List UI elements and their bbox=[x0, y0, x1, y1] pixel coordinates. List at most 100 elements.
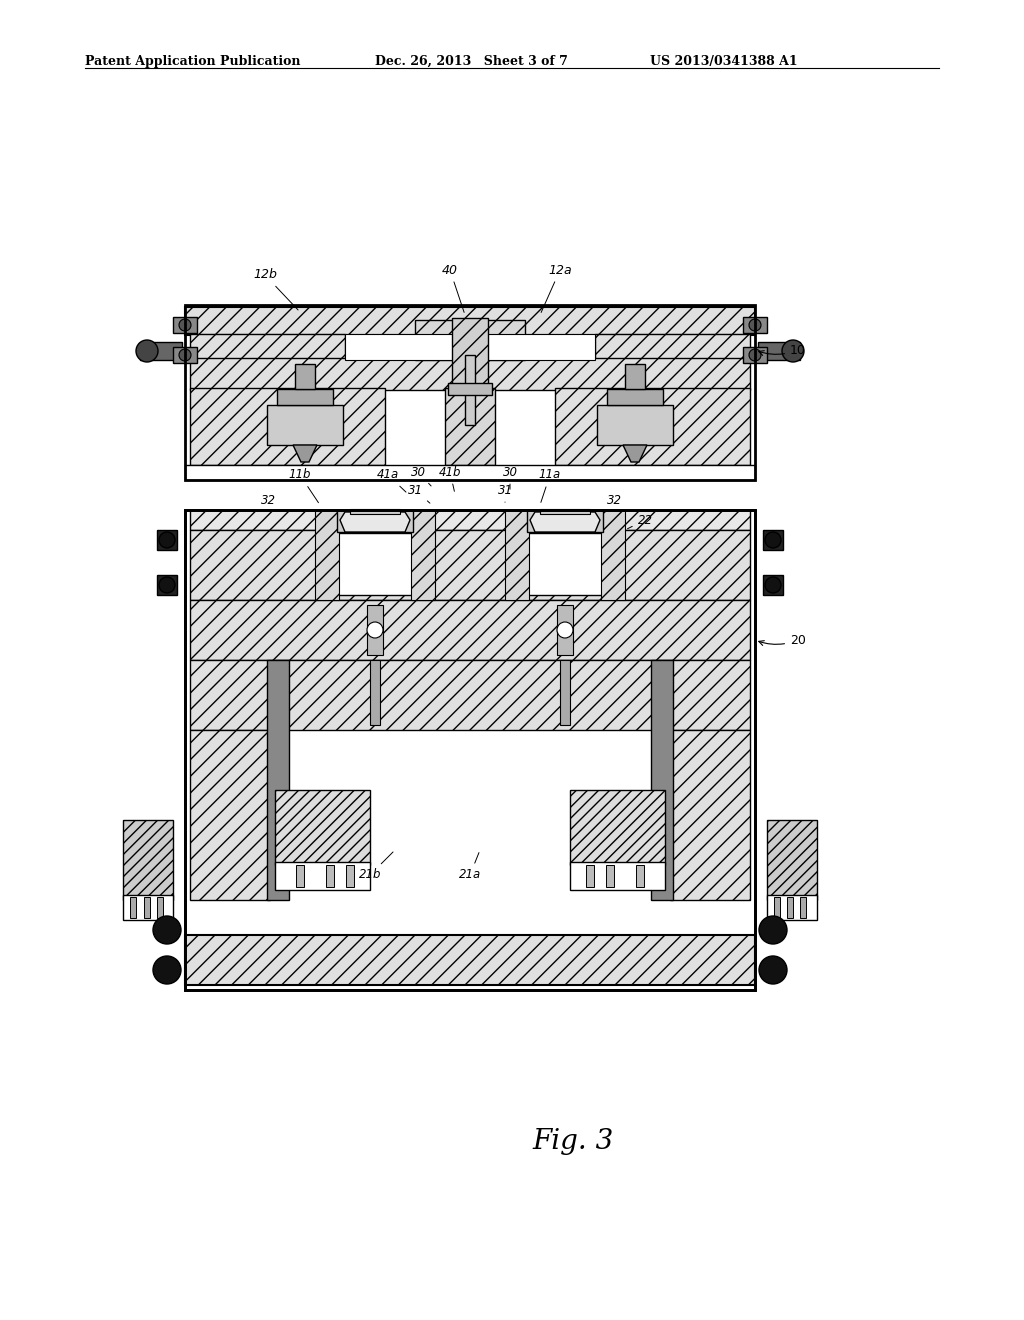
Bar bbox=[190, 388, 385, 465]
Bar bbox=[190, 510, 750, 531]
Text: 11a: 11a bbox=[539, 469, 561, 503]
Bar bbox=[326, 865, 334, 887]
Bar bbox=[345, 334, 595, 360]
Bar bbox=[595, 334, 750, 360]
Bar bbox=[774, 898, 780, 917]
Bar bbox=[367, 605, 383, 655]
Polygon shape bbox=[340, 512, 410, 532]
Text: 20: 20 bbox=[759, 634, 806, 647]
Text: 11b: 11b bbox=[289, 469, 318, 503]
Bar bbox=[323, 533, 427, 595]
Bar bbox=[157, 576, 177, 595]
Bar bbox=[267, 660, 289, 900]
Bar bbox=[370, 660, 380, 725]
Text: Fig. 3: Fig. 3 bbox=[532, 1129, 614, 1155]
Circle shape bbox=[179, 319, 191, 331]
Text: Patent Application Publication: Patent Application Publication bbox=[85, 55, 300, 69]
Bar bbox=[606, 865, 614, 887]
Text: 21a: 21a bbox=[459, 853, 481, 882]
Bar bbox=[350, 510, 400, 513]
Bar bbox=[185, 510, 755, 990]
Polygon shape bbox=[623, 445, 647, 462]
Text: 30: 30 bbox=[503, 466, 517, 490]
Text: 30: 30 bbox=[411, 466, 431, 486]
Circle shape bbox=[765, 532, 781, 548]
Bar bbox=[275, 789, 370, 865]
Bar bbox=[743, 347, 767, 363]
Bar bbox=[346, 865, 354, 887]
Bar bbox=[190, 334, 345, 360]
Bar bbox=[296, 865, 304, 887]
Text: 21b: 21b bbox=[358, 851, 393, 882]
Bar bbox=[586, 865, 594, 887]
Text: 22: 22 bbox=[628, 513, 652, 529]
Bar bbox=[560, 660, 570, 725]
Bar bbox=[763, 576, 783, 595]
Bar bbox=[123, 895, 173, 920]
Text: 32: 32 bbox=[605, 494, 622, 512]
Bar bbox=[636, 865, 644, 887]
Bar bbox=[315, 510, 339, 601]
Circle shape bbox=[153, 916, 181, 944]
Bar bbox=[465, 355, 475, 425]
Circle shape bbox=[179, 348, 191, 360]
Bar bbox=[449, 383, 492, 395]
Bar bbox=[452, 318, 488, 389]
Bar bbox=[601, 510, 625, 601]
Bar bbox=[337, 510, 413, 532]
Bar bbox=[140, 342, 182, 360]
Text: 31: 31 bbox=[498, 483, 512, 502]
Bar bbox=[185, 465, 755, 480]
Bar bbox=[570, 862, 665, 890]
Text: 40: 40 bbox=[442, 264, 464, 313]
Polygon shape bbox=[293, 445, 317, 462]
Bar bbox=[190, 730, 270, 900]
Bar bbox=[173, 317, 197, 333]
Circle shape bbox=[782, 341, 804, 362]
Circle shape bbox=[159, 532, 175, 548]
Bar bbox=[787, 898, 793, 917]
Bar bbox=[411, 510, 435, 601]
Text: 32: 32 bbox=[260, 494, 281, 511]
Text: 31: 31 bbox=[408, 483, 430, 503]
Bar bbox=[185, 510, 755, 990]
Bar bbox=[190, 660, 750, 730]
Bar bbox=[555, 388, 750, 465]
Text: 41a: 41a bbox=[377, 469, 406, 492]
Bar bbox=[513, 533, 617, 595]
Bar bbox=[597, 405, 673, 445]
Text: US 2013/0341388 A1: US 2013/0341388 A1 bbox=[650, 55, 798, 69]
Text: 10: 10 bbox=[759, 343, 806, 356]
Text: 12b: 12b bbox=[253, 268, 298, 310]
Bar bbox=[144, 898, 150, 917]
Bar bbox=[415, 319, 525, 360]
Bar bbox=[540, 510, 590, 513]
Bar bbox=[763, 531, 783, 550]
Bar bbox=[157, 898, 163, 917]
Bar bbox=[800, 898, 806, 917]
Polygon shape bbox=[530, 512, 600, 532]
Bar bbox=[173, 347, 197, 363]
Bar bbox=[295, 364, 315, 389]
Text: Dec. 26, 2013 Sheet 3 of 7: Dec. 26, 2013 Sheet 3 of 7 bbox=[375, 55, 568, 69]
Bar bbox=[278, 389, 333, 405]
Text: 12a: 12a bbox=[541, 264, 571, 313]
Bar bbox=[190, 601, 750, 660]
Bar bbox=[185, 935, 755, 985]
Bar bbox=[625, 364, 645, 389]
Circle shape bbox=[759, 956, 787, 983]
Circle shape bbox=[759, 916, 787, 944]
Bar bbox=[505, 510, 529, 601]
Bar bbox=[758, 342, 800, 360]
Bar bbox=[190, 531, 750, 601]
Bar bbox=[267, 405, 343, 445]
Bar bbox=[130, 898, 136, 917]
Circle shape bbox=[765, 577, 781, 593]
Bar bbox=[190, 358, 750, 389]
Circle shape bbox=[153, 956, 181, 983]
Circle shape bbox=[557, 622, 573, 638]
Bar bbox=[275, 862, 370, 890]
Circle shape bbox=[749, 319, 761, 331]
Bar bbox=[767, 895, 817, 920]
Bar bbox=[123, 820, 173, 900]
